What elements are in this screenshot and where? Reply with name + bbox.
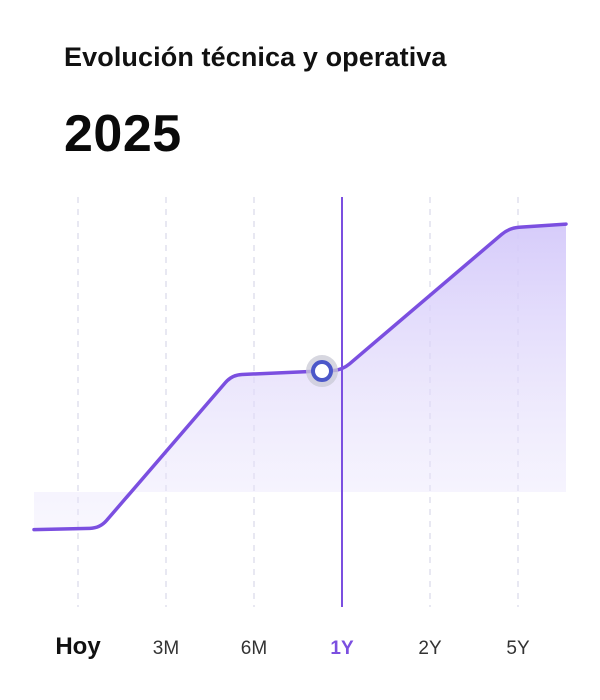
x-tick-hoy[interactable]: Hoy <box>55 633 101 660</box>
area-fill <box>34 224 566 530</box>
chart-title: Evolución técnica y operativa <box>64 42 447 72</box>
x-tick-5y[interactable]: 5Y <box>506 638 530 659</box>
selected-year: 2025 <box>64 105 182 163</box>
x-axis-ticks: Hoy 3M 6M 1Y 2Y 5Y <box>55 633 530 660</box>
x-tick-6m[interactable]: 6M <box>241 638 267 659</box>
x-tick-2y[interactable]: 2Y <box>418 638 442 659</box>
highlight-point-marker[interactable] <box>311 360 333 383</box>
x-tick-3m[interactable]: 3M <box>153 638 179 659</box>
x-tick-1y[interactable]: 1Y <box>330 638 354 659</box>
